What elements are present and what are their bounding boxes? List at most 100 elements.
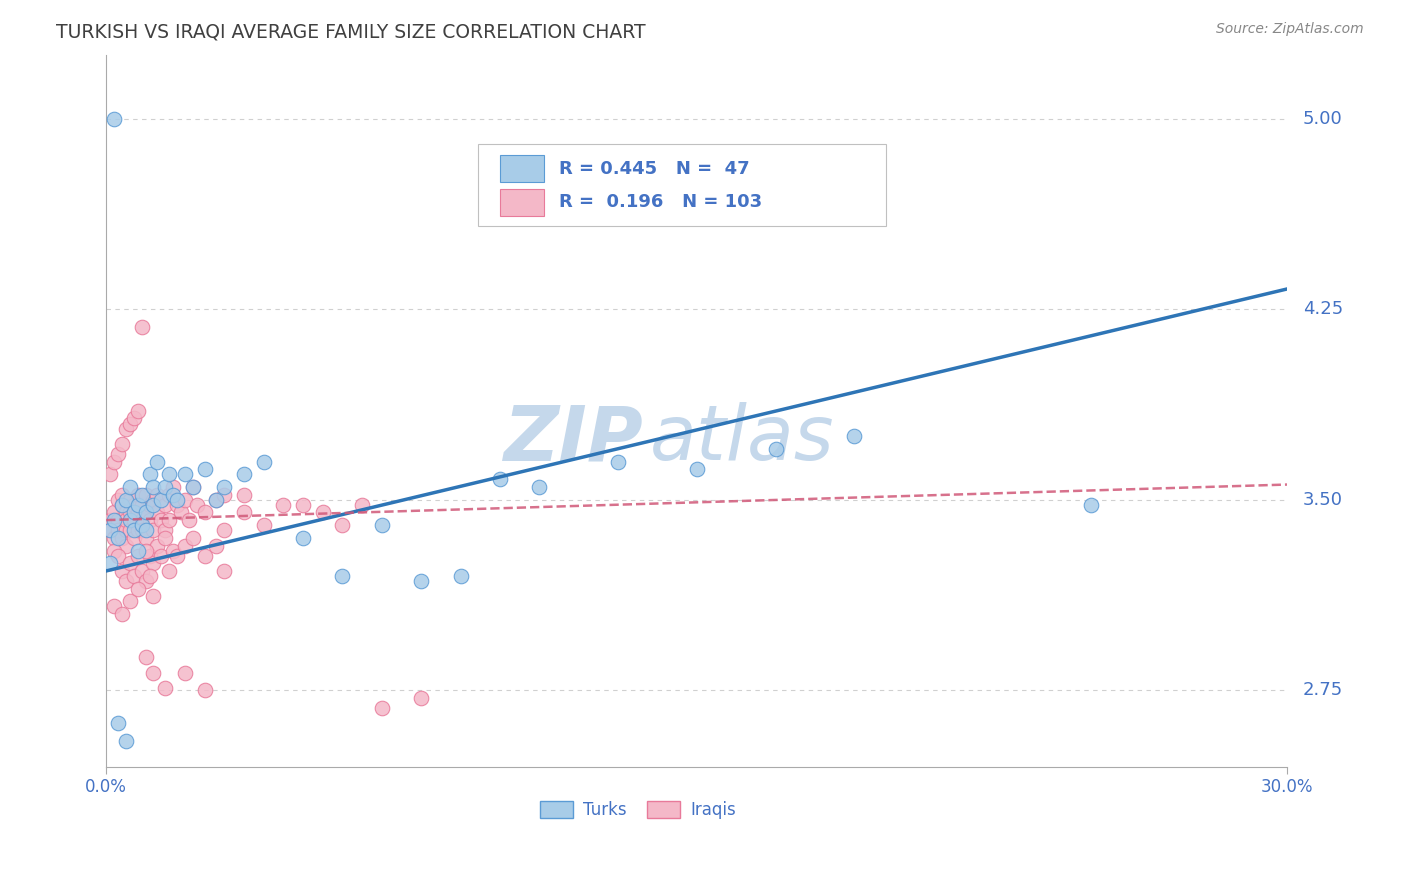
Point <box>103 112 125 126</box>
Point <box>115 734 138 748</box>
Point <box>157 564 180 578</box>
Point <box>135 506 157 520</box>
Point <box>118 513 141 527</box>
Point <box>111 531 134 545</box>
Point <box>181 531 204 545</box>
Point <box>142 498 165 512</box>
Point <box>162 480 184 494</box>
Point <box>131 564 153 578</box>
Point <box>98 557 121 571</box>
Point <box>142 492 165 507</box>
Point <box>155 498 177 512</box>
Point <box>150 549 173 563</box>
Point <box>118 594 141 608</box>
Point <box>135 531 157 545</box>
Point <box>170 506 193 520</box>
Point <box>122 506 145 520</box>
Text: ZIP: ZIP <box>503 402 644 476</box>
Point <box>118 506 141 520</box>
Point <box>138 498 160 512</box>
Point <box>127 543 149 558</box>
Text: R = 0.445   N =  47: R = 0.445 N = 47 <box>558 160 749 178</box>
Point <box>194 506 217 520</box>
Point <box>138 569 160 583</box>
Point <box>131 488 153 502</box>
Point <box>155 523 177 537</box>
Point <box>98 523 121 537</box>
Text: 3.50: 3.50 <box>1303 491 1343 508</box>
Point <box>142 480 165 494</box>
Point <box>312 506 335 520</box>
Point <box>371 701 394 715</box>
Point <box>135 523 157 537</box>
Point <box>111 498 134 512</box>
Point <box>131 518 153 533</box>
Point <box>371 518 394 533</box>
Point <box>607 455 630 469</box>
Point <box>214 480 236 494</box>
Point <box>844 429 866 443</box>
Point <box>122 498 145 512</box>
Point <box>127 523 149 537</box>
Point <box>146 455 169 469</box>
Point <box>127 582 149 596</box>
Point <box>107 492 129 507</box>
Point <box>122 513 145 527</box>
Point <box>150 492 173 507</box>
Point <box>135 543 157 558</box>
Point <box>174 492 197 507</box>
Point <box>107 716 129 731</box>
Point <box>118 492 141 507</box>
Point <box>103 543 125 558</box>
Point <box>138 467 160 482</box>
Point <box>115 574 138 588</box>
Point <box>332 518 354 533</box>
Point <box>166 492 188 507</box>
Point <box>127 549 149 563</box>
Point <box>142 590 165 604</box>
Point <box>107 523 129 537</box>
Point <box>127 404 149 418</box>
Point <box>111 564 134 578</box>
Point <box>686 462 709 476</box>
Legend: Turks, Iraqis: Turks, Iraqis <box>533 794 742 826</box>
Point <box>131 523 153 537</box>
Point <box>150 513 173 527</box>
Point <box>135 650 157 665</box>
Point <box>273 498 295 512</box>
Point <box>111 488 134 502</box>
Point <box>127 488 149 502</box>
Point <box>115 523 138 537</box>
Point <box>214 564 236 578</box>
Point <box>115 422 138 436</box>
Point <box>146 506 169 520</box>
Point <box>111 607 134 621</box>
Point <box>194 683 217 698</box>
Point <box>253 518 276 533</box>
Point <box>135 506 157 520</box>
Point <box>214 523 236 537</box>
Point <box>292 531 315 545</box>
Point <box>411 690 433 705</box>
Point <box>253 455 276 469</box>
Point <box>103 531 125 545</box>
Point <box>233 488 256 502</box>
Point <box>411 574 433 588</box>
Point <box>352 498 374 512</box>
Point <box>142 557 165 571</box>
Point <box>489 473 512 487</box>
Point <box>127 506 149 520</box>
Point <box>107 447 129 461</box>
Point <box>205 492 228 507</box>
Point <box>115 506 138 520</box>
Point <box>450 569 472 583</box>
Point <box>146 539 169 553</box>
Point <box>205 492 228 507</box>
Point <box>155 531 177 545</box>
Point <box>111 437 134 451</box>
Point <box>174 467 197 482</box>
Point <box>765 442 787 456</box>
Point <box>122 523 145 537</box>
Point <box>131 513 153 527</box>
Point <box>146 488 169 502</box>
